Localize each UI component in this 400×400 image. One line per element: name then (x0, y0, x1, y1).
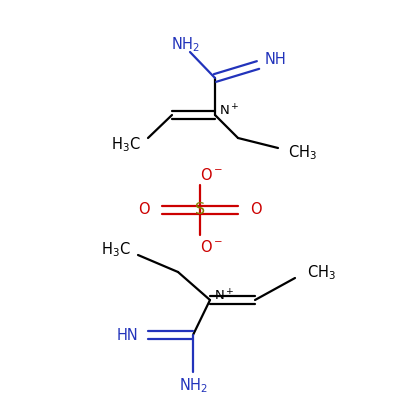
Text: NH: NH (265, 52, 287, 68)
Text: O$^-$: O$^-$ (200, 167, 224, 183)
Text: O: O (250, 202, 262, 218)
Text: H$_3$C: H$_3$C (111, 136, 141, 154)
Text: H$_3$C: H$_3$C (101, 241, 131, 259)
Text: N$^+$: N$^+$ (219, 103, 239, 119)
Text: O: O (138, 202, 150, 218)
Text: HN: HN (117, 328, 139, 342)
Text: O$^-$: O$^-$ (200, 239, 224, 255)
Text: CH$_3$: CH$_3$ (306, 264, 336, 282)
Text: CH$_3$: CH$_3$ (288, 144, 316, 162)
Text: NH$_2$: NH$_2$ (178, 377, 208, 395)
Text: S: S (195, 202, 205, 218)
Text: N$^+$: N$^+$ (214, 288, 234, 304)
Text: NH$_2$: NH$_2$ (170, 36, 200, 54)
